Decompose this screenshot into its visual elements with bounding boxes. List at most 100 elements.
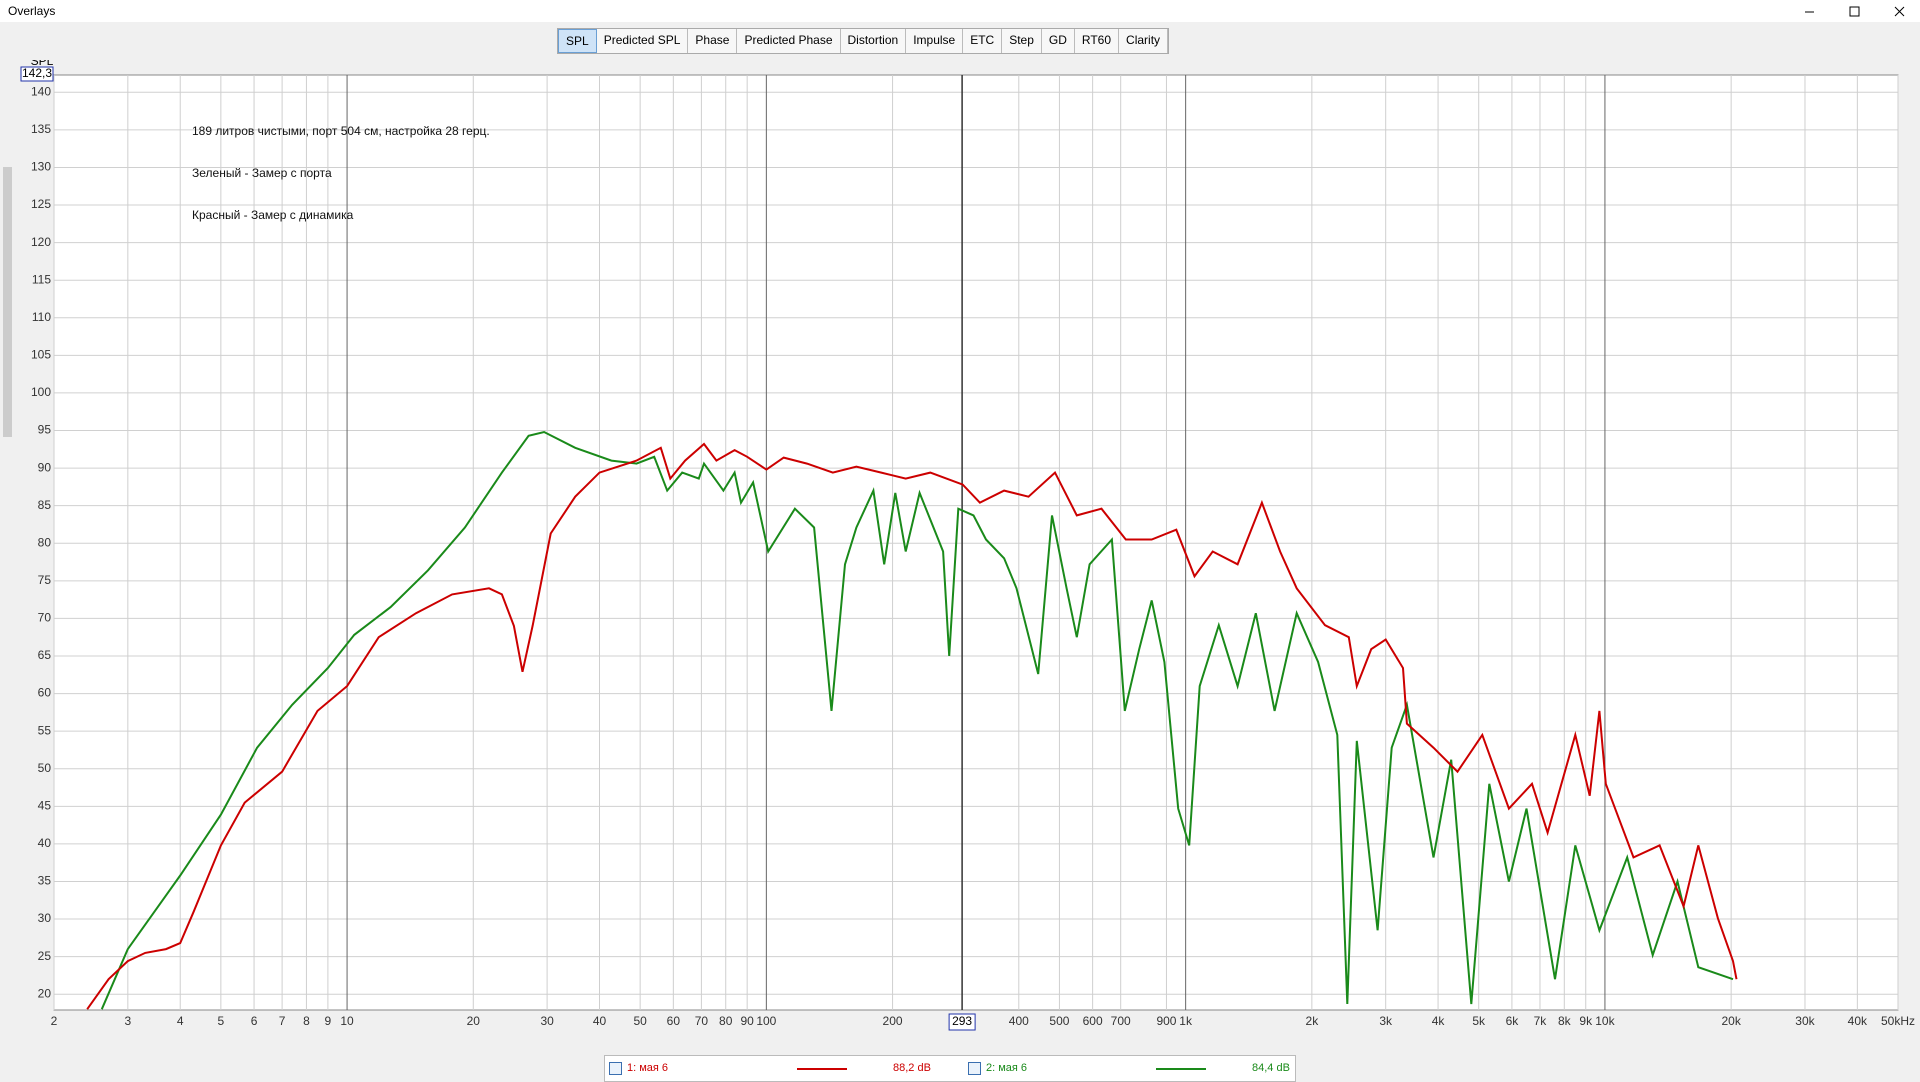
y-tick-label: 60 — [38, 686, 52, 700]
x-tick-label: 20 — [467, 1014, 481, 1028]
y-tick-label: 130 — [31, 160, 51, 174]
tab[interactable]: Distortion — [841, 29, 907, 53]
y-tick-label: 85 — [38, 498, 52, 512]
x-tick-label: 8k — [1558, 1014, 1572, 1028]
y-tick-label: 80 — [38, 535, 52, 549]
y-tick-label: 35 — [38, 874, 52, 888]
x-tick-label: 50kHz — [1881, 1014, 1915, 1028]
legend-value: 84,4 dB — [1252, 1062, 1290, 1074]
x-tick-label: 3k — [1379, 1014, 1393, 1028]
legend-swatch — [797, 1068, 847, 1070]
y-tick-label: 55 — [38, 723, 52, 737]
x-tick-label: 900 — [1156, 1014, 1176, 1028]
close[interactable] — [1894, 6, 1905, 17]
tab[interactable]: Clarity — [1119, 29, 1169, 53]
tab[interactable]: RT60 — [1075, 29, 1120, 53]
title-bar: Overlays — [0, 0, 1920, 22]
x-tick-label: 70 — [695, 1014, 709, 1028]
y-tick-label: 95 — [38, 423, 52, 437]
tab[interactable]: Predicted SPL — [597, 29, 689, 53]
tab[interactable]: Phase — [688, 29, 738, 53]
tab[interactable]: ETC — [963, 29, 1003, 53]
legend-name: 1: мая 6 — [627, 1062, 669, 1074]
x-tick-label: 100 — [756, 1014, 776, 1028]
legend-checkbox[interactable] — [609, 1062, 622, 1075]
y-tick-label: 120 — [31, 235, 51, 249]
x-tick-label: 50 — [633, 1014, 647, 1028]
y-tick-label: 135 — [31, 122, 51, 136]
legend-bar: 1: мая 6 88,2 dB 2: мая 6 84,4 dB — [604, 1055, 1296, 1082]
y-tick-label: 70 — [38, 611, 52, 625]
x-tick-label: 7 — [279, 1014, 286, 1028]
x-tick-label: 10k — [1595, 1014, 1615, 1028]
y-tick-label: 90 — [38, 460, 52, 474]
tab-bar: SPL Predicted SPL Phase Predicted Phase Dist… — [557, 28, 1170, 54]
annotation: Зеленый - Замер с порта — [192, 166, 332, 180]
y-tick-label: 110 — [32, 310, 51, 324]
scrollbar-thumb — [3, 167, 12, 437]
x-tick-label: 700 — [1111, 1014, 1131, 1028]
y-tick-label: 65 — [38, 648, 52, 662]
tab[interactable]: Predicted Phase — [737, 29, 841, 53]
annotation: 189 литров чистыми, порт 504 см, настрой… — [192, 124, 490, 138]
legend-name: 2: мая 6 — [986, 1062, 1028, 1074]
y-tick-label: 100 — [31, 385, 51, 399]
cursor-box — [948, 1013, 976, 1031]
x-tick-label: 3 — [124, 1014, 131, 1028]
tab[interactable]: Step — [1002, 29, 1042, 53]
x-tick-label: 40 — [593, 1014, 607, 1028]
x-tick-label: 400 — [1009, 1014, 1029, 1028]
x-tick-label: 40k — [1848, 1014, 1868, 1028]
x-tick-label: 1k — [1179, 1014, 1193, 1028]
x-tick-label: 30k — [1795, 1014, 1815, 1028]
x-tick-label: 4 — [177, 1014, 184, 1028]
x-tick-label: 60 — [667, 1014, 681, 1028]
y-tick-label: 50 — [38, 761, 52, 775]
tab[interactable]: SPL — [558, 29, 597, 53]
tab[interactable]: GD — [1042, 29, 1075, 53]
x-tick-label: 6 — [251, 1014, 258, 1028]
cursor-y-box — [20, 66, 54, 82]
y-tick-label: 105 — [31, 348, 51, 362]
annotation: Красный - Замер с динамика — [192, 208, 354, 222]
y-tick-label: 45 — [38, 798, 52, 812]
legend-swatch — [1156, 1068, 1206, 1070]
tab[interactable]: Impulse — [906, 29, 964, 53]
restore[interactable] — [1849, 6, 1860, 17]
window-controls[interactable] — [1800, 4, 1920, 20]
legend-checkbox[interactable] — [968, 1062, 981, 1075]
x-tick-label: 10 — [340, 1014, 354, 1028]
x-tick-label: 2k — [1306, 1014, 1320, 1028]
x-tick-label: 5 — [218, 1014, 225, 1028]
x-tick-label: 600 — [1083, 1014, 1103, 1028]
y-tick-label: 20 — [38, 986, 52, 1000]
x-tick-label: 9k — [1579, 1014, 1593, 1028]
chart: 2025303540455055606570758085909510010511… — [3, 60, 1915, 1031]
series-line — [86, 442, 1738, 1010]
x-tick-label: 20k — [1721, 1014, 1741, 1028]
window-title: Overlays — [8, 4, 56, 18]
y-tick-label: 115 — [32, 272, 51, 286]
y-tick-label: 140 — [31, 84, 51, 98]
x-tick-label: 4k — [1432, 1014, 1446, 1028]
y-axis-label: SPL — [31, 60, 54, 68]
x-tick-label: 6k — [1506, 1014, 1520, 1028]
y-tick-label: 40 — [38, 836, 52, 850]
plot-area — [53, 74, 1899, 1011]
x-tick-label: 500 — [1049, 1014, 1069, 1028]
x-tick-label: 30 — [540, 1014, 554, 1028]
x-tick-label: 90 — [740, 1014, 754, 1028]
cursor-y-label: 142,3 — [22, 66, 52, 80]
x-tick-label: 2 — [51, 1014, 58, 1028]
y-tick-label: 30 — [38, 911, 52, 925]
x-tick-label: 200 — [883, 1014, 903, 1028]
cursor-x-label: 293 — [952, 1014, 972, 1028]
y-tick-label: 125 — [31, 197, 51, 211]
y-tick-label: 25 — [38, 949, 52, 963]
x-tick-label: 8 — [303, 1014, 310, 1028]
series-line — [100, 430, 1734, 1010]
legend-value: 88,2 dB — [893, 1062, 931, 1074]
x-tick-label: 80 — [719, 1014, 733, 1028]
x-tick-label: 9 — [325, 1014, 332, 1028]
